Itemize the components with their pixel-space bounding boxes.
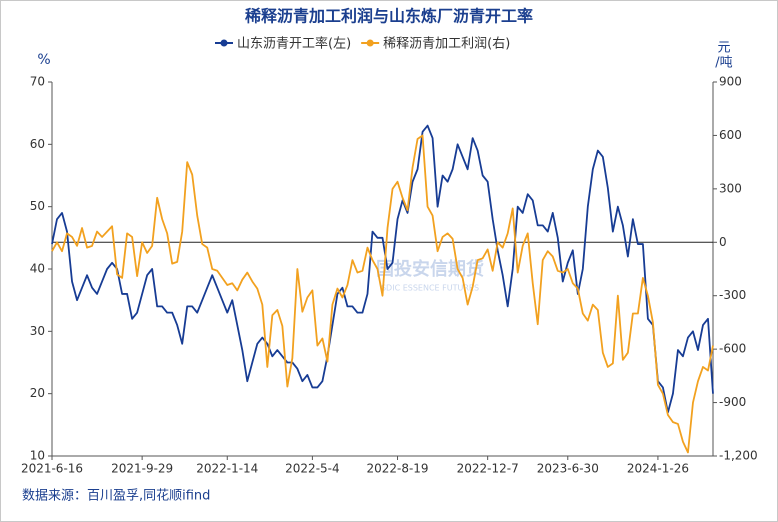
chart-title: 稀释沥青加工利润与山东炼厂沥青开工率	[245, 7, 533, 26]
y-tick-label: 20	[30, 386, 45, 400]
y2-axis-label: 元	[717, 41, 730, 56]
y2-tick-label: 600	[719, 128, 742, 142]
y2-tick-label: -1,200	[719, 449, 758, 463]
y-tick-label: 30	[30, 324, 45, 338]
source-note: 数据来源：百川盈孚,同花顺ifind	[22, 488, 210, 504]
series-line	[51, 124, 714, 414]
legend-label: 山东沥青开工率(左)	[237, 36, 351, 52]
legend-marker	[366, 39, 374, 47]
x-tick-label: 2022-1-14	[196, 462, 258, 476]
y-tick-label: 60	[30, 137, 45, 151]
x-tick-label: 2022-5-4	[285, 462, 339, 476]
x-tick-label: 2023-6-30	[537, 462, 599, 476]
legend-label: 稀释沥青加工利润(右)	[383, 37, 510, 52]
y2-tick-label: 900	[719, 75, 742, 89]
y2-tick-label: -300	[719, 288, 746, 302]
x-tick-label: 2022-12-7	[457, 462, 519, 476]
y-tick-label: 10	[30, 449, 45, 463]
series-line	[51, 134, 714, 454]
y2-tick-label: -600	[719, 342, 746, 356]
y-tick-label: 50	[30, 199, 45, 213]
y-tick-label: 40	[30, 262, 45, 276]
watermark: SDIC ESSENCE FUTURES	[381, 284, 479, 293]
x-tick-label: 2021-6-16	[21, 462, 83, 476]
y2-tick-label: 0	[719, 235, 727, 249]
y-tick-label: 70	[30, 75, 45, 89]
legend-marker	[220, 39, 228, 47]
x-tick-label: 2022-8-19	[366, 462, 428, 476]
y-axis-label: %	[37, 52, 50, 68]
x-tick-label: 2021-9-29	[111, 462, 173, 476]
y2-tick-label: -900	[719, 395, 746, 409]
y2-axis-label: /吨	[715, 56, 732, 71]
y2-tick-label: 300	[719, 181, 742, 195]
x-tick-label: 2024-1-26	[627, 462, 689, 476]
